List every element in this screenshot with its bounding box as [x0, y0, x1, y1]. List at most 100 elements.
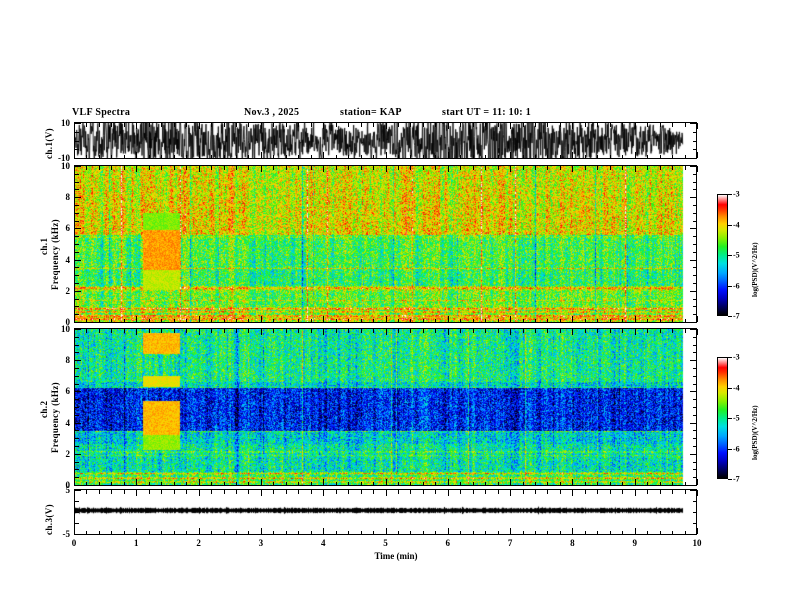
x-tick-top [397, 329, 399, 333]
x-tick-top [622, 166, 624, 170]
x-tick-bottom [235, 318, 237, 322]
x-tick-top [298, 329, 300, 333]
ch2-freq-ytick-major-l [75, 485, 81, 486]
x-tick-bottom [535, 530, 537, 534]
x-tick-bottom [360, 154, 362, 158]
x-tick-top [161, 329, 163, 333]
ch2-freq-ytick-label: 8 [65, 355, 71, 366]
ch1-freq-ytick-major-r [690, 290, 696, 292]
x-tick-top [697, 490, 698, 496]
x-tick-top [260, 166, 262, 172]
x-tick-top [335, 166, 337, 170]
x-tick-top [535, 329, 537, 333]
x-tick-top [298, 123, 300, 127]
x-tick-bottom [373, 318, 375, 322]
x-tick-bottom [248, 530, 250, 534]
x-tick-bottom [136, 152, 138, 158]
x-tick-top [659, 123, 661, 127]
x-tick-top [223, 490, 225, 494]
x-tick-top [86, 329, 88, 333]
x-tick-top [298, 166, 300, 170]
x-tick-bottom [460, 481, 462, 485]
ch1-freq-ytick-major-r [690, 259, 696, 261]
x-tick-top [235, 166, 237, 170]
x-tick-bottom [422, 481, 424, 485]
x-tick-bottom [447, 479, 449, 485]
x-tick-top [260, 490, 262, 496]
x-tick-bottom [572, 152, 574, 158]
x-tick-bottom [223, 154, 225, 158]
x-tick-bottom [659, 530, 661, 534]
x-tick-top [410, 329, 412, 333]
x-tick-bottom [535, 318, 537, 322]
x-tick-bottom [223, 481, 225, 485]
x-tick-top [323, 166, 325, 172]
x-tick-bottom [435, 481, 437, 485]
x-tick-bottom [435, 154, 437, 158]
x-tick-bottom [559, 318, 561, 322]
ch3-wave-ytick-minor-r [692, 501, 696, 502]
x-tick-top [198, 123, 200, 129]
colorbar-tick-label: -3 [733, 189, 740, 199]
x-tick-bottom [248, 481, 250, 485]
ch2-freq-ytick-major-r [690, 329, 696, 330]
x-tick-bottom [672, 154, 674, 158]
x-tick-top [397, 123, 399, 127]
x-tick-bottom [510, 479, 512, 485]
ch2-freq-ytick-minor-r [692, 352, 696, 354]
x-tick-bottom [123, 481, 125, 485]
ch2-freq-ytick-major-r [690, 453, 696, 455]
x-tick-top [173, 329, 175, 333]
ch2-freq-ytick-minor-r [692, 399, 696, 401]
colorbar-tick [728, 316, 732, 317]
ch2-freq-ytick-minor-r [692, 430, 696, 432]
x-tick-top [186, 329, 188, 333]
ch1-freq-ytick-minor-l [75, 267, 79, 269]
x-tick-top [98, 166, 100, 170]
x-tick-bottom [609, 530, 611, 534]
x-tick-bottom [510, 528, 512, 534]
x-tick-top [622, 329, 624, 333]
x-tick-bottom [74, 479, 75, 485]
ch1-freq-ytick-minor-r [692, 314, 696, 316]
x-tick-bottom [609, 154, 611, 158]
x-tick-top [447, 329, 449, 335]
ch2-freq-ytick-minor-l [75, 430, 79, 432]
x-tick-top [572, 166, 574, 172]
x-tick-bottom [348, 481, 350, 485]
x-tick-bottom [584, 154, 586, 158]
x-tick-bottom [360, 481, 362, 485]
x-tick-top [472, 490, 474, 494]
ch3-wave-ytick-label: 5 [65, 485, 71, 495]
ch1-freq-ytick-major-l [75, 290, 81, 292]
x-tick-bottom [335, 481, 337, 485]
x-tick-top [410, 490, 412, 494]
x-tick-top [697, 123, 698, 129]
x-tick-bottom [86, 530, 88, 534]
x-tick-top [260, 329, 262, 335]
x-tick-bottom [298, 154, 300, 158]
colorbar-ch2-title: log(PSD)(V^2/Hz) [751, 405, 759, 460]
x-tick-bottom [86, 154, 88, 158]
x-tick-top [672, 490, 674, 494]
x-tick-bottom [397, 154, 399, 158]
x-tick-top [510, 166, 512, 172]
x-tick-bottom [198, 316, 200, 322]
x-tick-top [672, 123, 674, 127]
x-tick-top [485, 490, 487, 494]
ch2-freq-ytick-minor-l [75, 383, 79, 385]
ch1-spectrogram-image [75, 166, 696, 322]
x-tick-top [609, 329, 611, 333]
x-tick-top [285, 166, 287, 170]
x-tick-bottom [659, 318, 661, 322]
x-tick-top [497, 166, 499, 170]
x-tick-top [136, 123, 138, 129]
x-tick-bottom [373, 154, 375, 158]
x-tick-top [584, 166, 586, 170]
x-tick-bottom [74, 316, 75, 322]
x-tick-bottom [335, 530, 337, 534]
ch1-freq-ytick-label: 10 [61, 161, 70, 171]
ch2-freq-ytick-minor-r [692, 469, 696, 471]
x-tick-top [335, 490, 337, 494]
x-tick-bottom [111, 154, 113, 158]
